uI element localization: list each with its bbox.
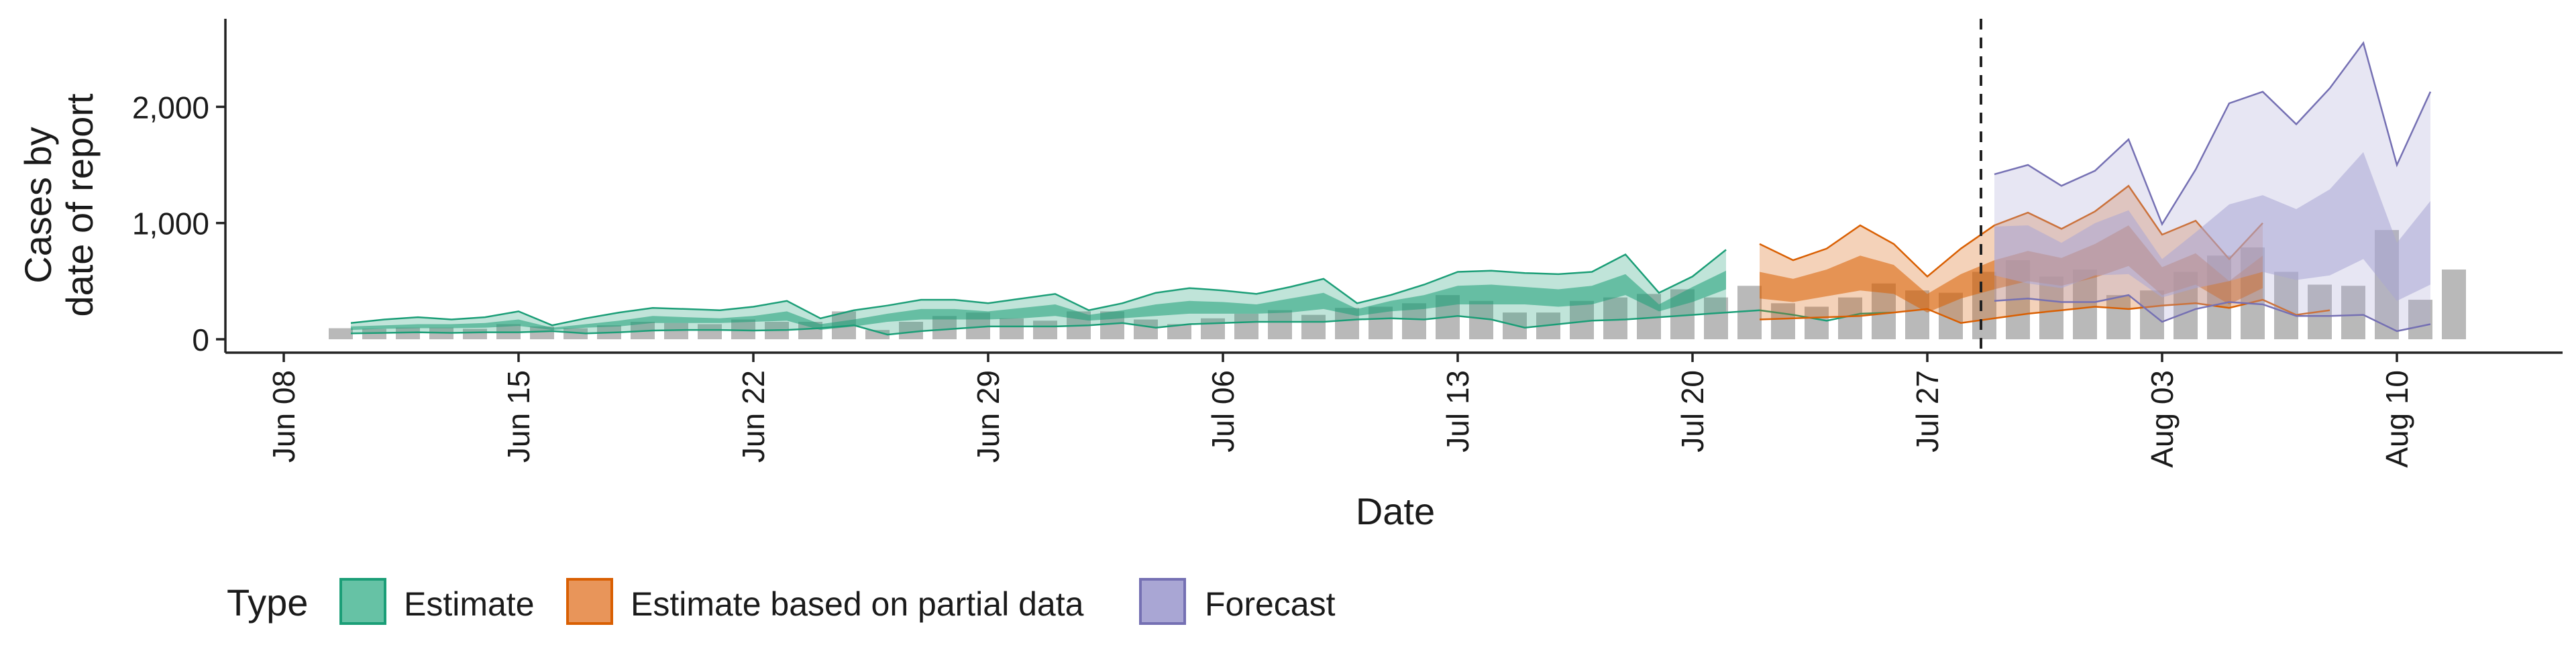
- reported-case-bar: [1134, 319, 1158, 339]
- reported-case-bar: [1603, 297, 1627, 339]
- x-tick-label: Aug 03: [2145, 370, 2180, 468]
- x-tick-label: Jun 08: [266, 370, 301, 463]
- legend-key-0: [339, 578, 386, 625]
- series-lower-line: [1759, 298, 2330, 324]
- reported-case-bar: [2106, 295, 2131, 339]
- reported-case-bar: [1704, 297, 1728, 339]
- reported-case-bar: [2274, 272, 2298, 339]
- legend-title: Type: [227, 581, 308, 624]
- legend-key-2: [1139, 578, 1186, 625]
- y-axis-label-line-2: date of report: [58, 93, 101, 317]
- reported-case-bar: [932, 316, 957, 339]
- legend-key-1: [566, 578, 613, 625]
- series-inner-band: [351, 270, 1726, 331]
- reported-case-bar: [1234, 313, 1258, 339]
- reported-case-bar: [564, 328, 588, 339]
- x-tick-label: Aug 10: [2379, 370, 2414, 468]
- series-0: [350, 249, 1894, 336]
- reported-case-bar: [1167, 324, 1191, 339]
- legend-entry-label-2: Forecast: [1205, 585, 1336, 623]
- y-tick-label: 2,000: [132, 90, 209, 125]
- reported-case-bar: [1033, 320, 1057, 339]
- x-tick-label: Jul 06: [1205, 370, 1240, 453]
- reported-case-bar: [1301, 314, 1326, 339]
- reported-case-bar: [396, 327, 420, 339]
- series-upper-line: [1994, 41, 2432, 227]
- series-upper-line: [350, 249, 1727, 327]
- y-axis-label-line-1: Cases by: [17, 127, 59, 283]
- reported-case-bar: [2341, 286, 2365, 339]
- reported-case-bar: [698, 324, 722, 339]
- reported-case-bar: [1201, 318, 1225, 339]
- x-tick-label: Jul 27: [1910, 370, 1945, 453]
- series-lower-line: [1994, 294, 2431, 333]
- reported-case-bar: [362, 329, 386, 339]
- reported-case-bar: [530, 326, 554, 339]
- reported-case-bar: [463, 329, 487, 339]
- axes: 0 1,000 2,000 Jun 08 Jun 15 Jun 22 Jun 29 Jul 0…: [132, 19, 2563, 468]
- reported-case-bar: [865, 330, 890, 339]
- series-lower-line: [350, 309, 1894, 336]
- legend-entry-label-0: Estimate: [404, 585, 535, 623]
- x-tick-label: Jun 22: [736, 370, 771, 463]
- reported-case-bar: [1771, 303, 1795, 339]
- series-2: [1994, 41, 2432, 333]
- legend: Type Estimate Estimate based on partial d…: [227, 578, 1336, 625]
- series-ribbons: [350, 41, 2432, 336]
- y-tick-label: 0: [192, 322, 209, 357]
- x-tick-label: Jun 29: [971, 370, 1006, 463]
- reported-case-bar: [1268, 310, 1292, 339]
- series-inner-band: [1994, 152, 2430, 301]
- reported-case-bar: [1805, 306, 1829, 339]
- series-upper-line: [1759, 184, 2263, 278]
- x-tick-label: Jun 15: [501, 370, 536, 463]
- x-tick-label: Jul 20: [1675, 370, 1710, 453]
- reported-case-bar: [1000, 318, 1024, 339]
- y-tick-label: 1,000: [132, 207, 209, 241]
- series-outer-band: [351, 249, 1726, 335]
- reported-case-bar: [2442, 270, 2466, 339]
- legend-entry-label-1: Estimate based on partial data: [631, 585, 1084, 623]
- x-axis-title: Date: [1356, 490, 1435, 532]
- reported-case-bar: [1737, 286, 1762, 339]
- reported-case-bar: [664, 322, 688, 339]
- reported-case-bar: [1838, 297, 1862, 339]
- x-tick-label: Jul 13: [1440, 370, 1475, 453]
- reported-case-bar: [329, 328, 353, 339]
- reported-case-bar: [2408, 300, 2432, 339]
